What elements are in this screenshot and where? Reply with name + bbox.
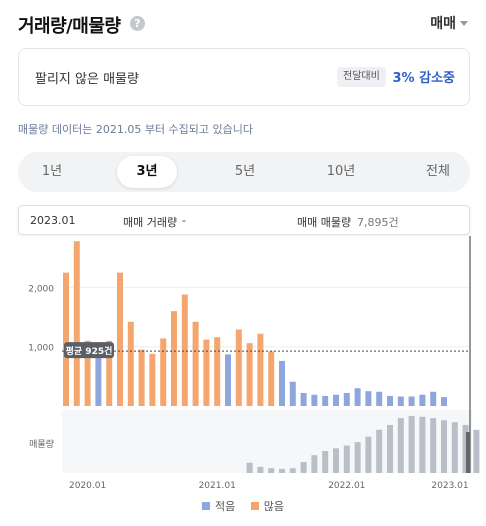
trade-type-label: 매매 (430, 16, 456, 32)
listings-bar (387, 424, 393, 473)
volume-bar (300, 392, 307, 406)
listings-bar (462, 424, 469, 473)
volume-bar (192, 321, 199, 406)
volume-bar (106, 340, 113, 406)
volume-bar (73, 241, 80, 406)
x-tick-label: 2020.01 (69, 481, 106, 491)
volume-bar (235, 329, 242, 406)
listings-bar (441, 420, 447, 473)
summary-badge: 전달대비 (337, 67, 386, 87)
listings-bar (289, 468, 296, 473)
volume-bar (225, 354, 231, 406)
question-circle-icon[interactable]: ? (130, 16, 145, 31)
listings-bar (408, 416, 415, 473)
listings-bar (257, 466, 264, 473)
average-badge (64, 342, 114, 359)
legend-label-high: 많음 (263, 500, 284, 513)
volume-bar (279, 360, 285, 406)
legend-item-low: 적음 (202, 498, 235, 514)
header: 거래량/매물량 ? 매매 (18, 10, 468, 40)
legend-item-high: 많음 (250, 498, 284, 514)
volume-bar (387, 395, 393, 406)
listings-axis-label: 매물량 (29, 438, 54, 450)
listings-bar (397, 418, 404, 473)
listings-bar (430, 418, 437, 473)
volume-bar (408, 396, 415, 406)
legend-label-low: 적음 (215, 500, 236, 513)
volume-bar (354, 388, 361, 406)
listings-bar (246, 462, 253, 473)
summary-label: 팔리지 않은 매물량 (35, 72, 139, 87)
volume-bar (365, 391, 372, 406)
listings-bar (419, 416, 426, 473)
listings-bar (279, 468, 285, 473)
listings-bar (365, 436, 372, 473)
listings-bar (300, 462, 307, 473)
listings-bar (343, 445, 350, 473)
volume-bar (214, 337, 221, 406)
chart-tooltip: 2023.01 매매 거래량 - 매매 매물량 7,895건 (18, 205, 470, 235)
tooltip-date: 2023.01 (30, 214, 76, 227)
trade-type-select[interactable]: 매매 (430, 13, 468, 33)
listings-bar (311, 455, 318, 473)
volume-bar (343, 392, 350, 406)
tooltip-listings-label: 매매 매물량 (297, 216, 352, 229)
volume-bar (84, 340, 91, 406)
volume-bar (160, 338, 167, 406)
volume-bar (181, 294, 188, 406)
volume-bar (268, 351, 275, 406)
listings-bar (322, 451, 329, 473)
volume-bar (127, 321, 134, 406)
data-notice: 매물량 데이터는 2021.05 부터 수집되고 있습니다 (18, 123, 254, 136)
volume-bar (376, 391, 383, 406)
listings-bar (451, 422, 458, 473)
volume-bar (171, 311, 177, 406)
tooltip-volume-value: - (182, 214, 186, 227)
unsold-listings-summary: 팔리지 않은 매물량 전달대비 3% 감소중 (18, 48, 470, 106)
listings-bar (376, 429, 383, 473)
volume-bar (333, 394, 339, 406)
tab-10-years[interactable]: 10년 (326, 164, 356, 179)
y-tick-label: 1,000 (28, 344, 54, 354)
volume-bar (257, 333, 264, 406)
volume-bar (397, 396, 404, 406)
page-title: 거래량/매물량 (18, 16, 121, 37)
x-tick-label: 2021.01 (199, 481, 236, 491)
summary-value: 3% 감소중 (392, 71, 455, 86)
volume-bar (117, 272, 123, 406)
volume-bar (430, 391, 437, 406)
y-tick-label: 2,000 (28, 284, 54, 294)
volume-bar (311, 394, 318, 406)
volume-bar (322, 395, 329, 406)
volume-bar (441, 397, 447, 406)
volume-bar (95, 352, 102, 406)
volume-bar (149, 353, 156, 406)
listings-bar (473, 429, 480, 473)
volume-bar (246, 343, 253, 406)
tab-3-years[interactable]: 3년 (117, 156, 177, 188)
volume-bar (289, 381, 296, 406)
listings-bar (333, 448, 339, 473)
x-tick-label: 2022.01 (328, 481, 365, 491)
listings-bar (268, 468, 275, 473)
x-tick-label: 2023.01 (431, 481, 468, 491)
volume-bar (203, 339, 210, 406)
tab-1-year[interactable]: 1년 (41, 164, 63, 179)
volume-bar (63, 272, 69, 406)
average-label: 평균 925건 (66, 345, 113, 357)
legend-swatch-low (202, 502, 210, 510)
period-tabs: 1년 3년 5년 10년 전체 (18, 152, 470, 192)
chart-legend: 적음 많음 (0, 498, 486, 514)
tooltip-volume-label: 매매 거래량 (123, 216, 178, 229)
tab-5-years[interactable]: 5년 (234, 164, 256, 179)
tooltip-listings-value: 7,895건 (357, 216, 399, 229)
volume-bar (138, 349, 145, 406)
selected-listings-bar (466, 432, 470, 473)
listings-bar (354, 442, 361, 473)
chevron-down-icon (460, 20, 468, 26)
tab-all[interactable]: 전체 (426, 164, 450, 179)
volume-bar (419, 394, 426, 406)
legend-swatch-high (250, 502, 259, 510)
